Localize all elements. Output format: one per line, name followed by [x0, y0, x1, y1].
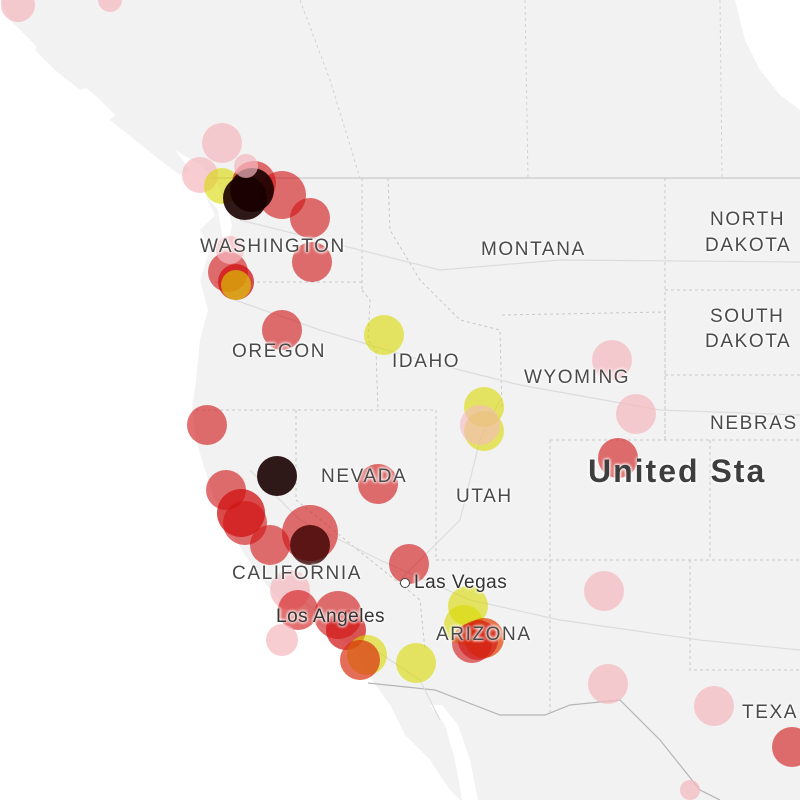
us-mexico-border — [367, 682, 721, 800]
map-marker[interactable] — [230, 168, 274, 212]
bc-islands — [110, 110, 190, 175]
map-marker[interactable] — [1, 0, 35, 22]
label-arizona: ARIZONA — [436, 624, 532, 645]
map-marker[interactable] — [616, 394, 656, 434]
map-marker[interactable] — [290, 198, 330, 238]
map-marker[interactable] — [772, 727, 800, 767]
label-las-vegas[interactable]: Las Vegas — [400, 570, 507, 596]
label-south-dakota-2: DAKOTA — [705, 331, 792, 352]
map-marker[interactable] — [598, 438, 638, 478]
map-marker[interactable] — [458, 620, 498, 660]
province-borders — [299, 0, 723, 179]
map-marker[interactable] — [364, 315, 404, 355]
las-vegas-text: Las Vegas — [414, 572, 508, 593]
gulf-of-california — [430, 705, 478, 800]
map-marker[interactable] — [257, 456, 297, 496]
map-marker[interactable] — [584, 571, 624, 611]
map-marker[interactable] — [340, 640, 380, 680]
label-nebraska: NEBRAS — [710, 413, 798, 434]
map-marker[interactable] — [290, 525, 330, 565]
map-marker[interactable] — [460, 405, 500, 445]
map-marker[interactable] — [262, 310, 302, 350]
map-marker[interactable] — [396, 643, 436, 683]
label-montana: MONTANA — [481, 239, 586, 260]
label-north-dakota-2: DAKOTA — [705, 235, 792, 256]
map-marker[interactable] — [680, 780, 700, 800]
pacific-ocean — [0, 0, 460, 800]
map-marker[interactable] — [592, 340, 632, 380]
map-marker[interactable] — [202, 123, 242, 163]
label-country: United Sta — [588, 453, 767, 489]
city-dot-icon — [400, 577, 410, 588]
map-marker[interactable] — [694, 686, 734, 726]
map-marker[interactable] — [266, 624, 298, 656]
map-marker[interactable] — [292, 242, 332, 282]
map-marker[interactable] — [98, 0, 122, 12]
label-nevada: NEVADA — [321, 466, 408, 487]
state-borders — [196, 177, 800, 715]
map-marker[interactable] — [588, 664, 628, 704]
map-marker[interactable] — [250, 525, 290, 565]
label-idaho: IDAHO — [392, 351, 461, 372]
map-marker[interactable] — [221, 270, 251, 300]
label-texas: TEXA — [742, 702, 799, 723]
map-marker[interactable] — [389, 544, 429, 584]
map-marker[interactable] — [234, 154, 258, 178]
map-marker[interactable] — [358, 464, 398, 504]
label-washington: WASHINGTON — [200, 236, 346, 257]
label-north-dakota-1: NORTH — [710, 209, 786, 230]
label-utah: UTAH — [456, 486, 513, 507]
map-marker[interactable] — [216, 236, 244, 264]
label-california: CALIFORNIA — [232, 563, 363, 584]
label-wyoming: WYOMING — [524, 367, 631, 388]
bc-islands-2 — [35, 40, 95, 90]
label-south-dakota-1: SOUTH — [710, 306, 785, 327]
label-oregon: OREGON — [232, 341, 327, 362]
northern-lakes — [735, 0, 800, 110]
label-los-angeles[interactable]: Los Angeles — [276, 606, 386, 627]
map-marker[interactable] — [278, 590, 318, 630]
map-marker[interactable] — [187, 405, 227, 445]
